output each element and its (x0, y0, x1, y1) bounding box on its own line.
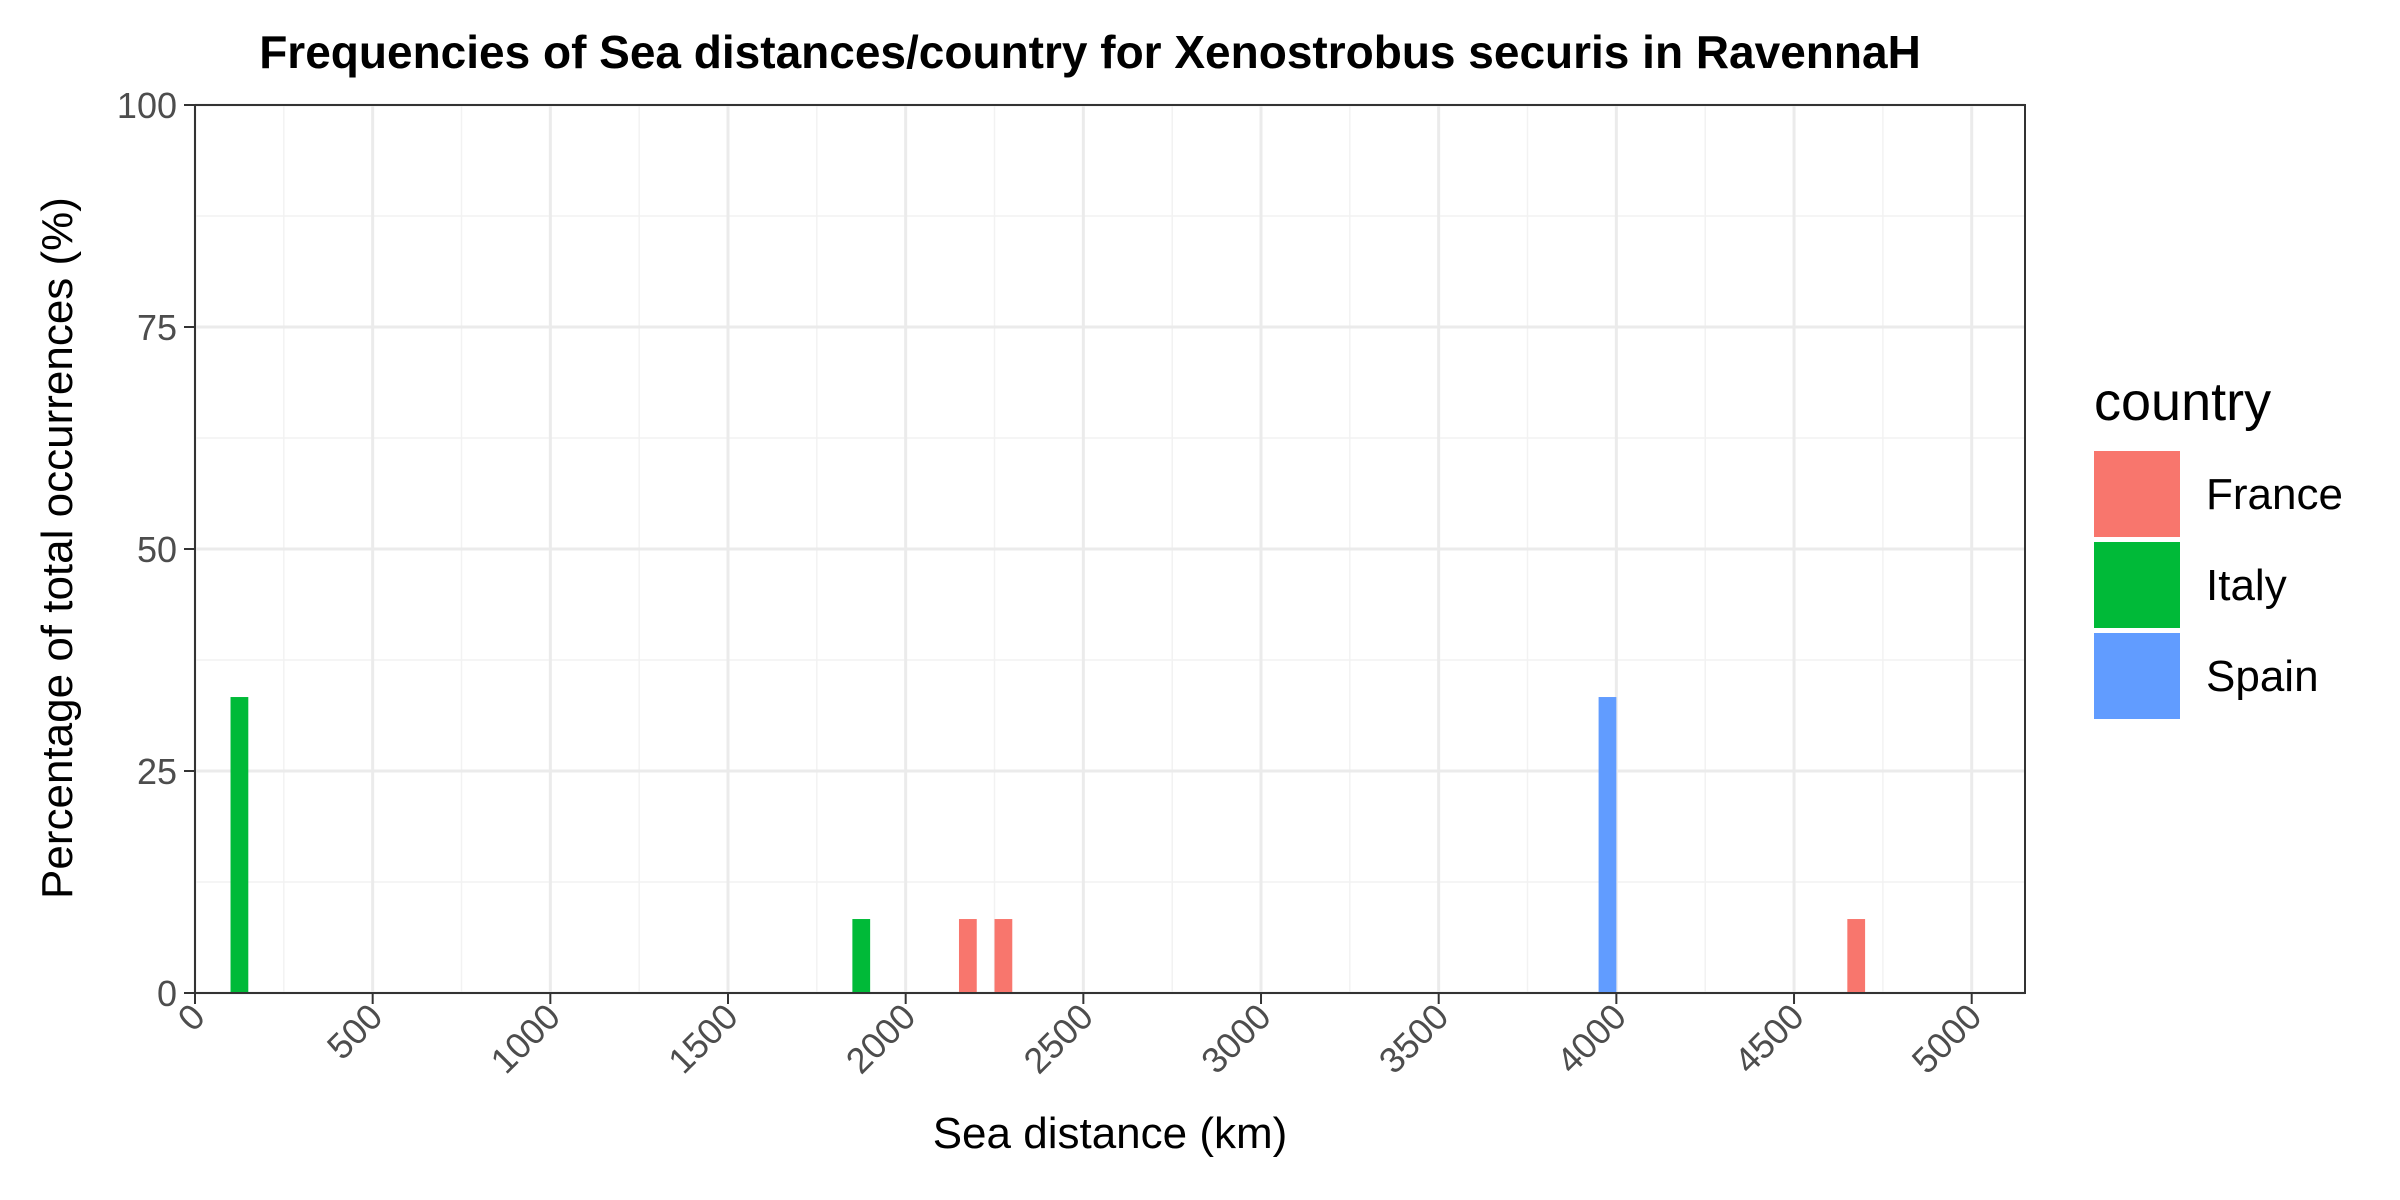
legend-title: country (2094, 372, 2271, 432)
grid-lines (193, 103, 2025, 995)
legend-label-italy: Italy (2206, 561, 2287, 610)
y-tick-label: 50 (137, 529, 177, 570)
legend-key-spain (2094, 633, 2180, 719)
y-axis-title: Percentage of total occurrences (%) (33, 197, 82, 899)
legend-key-france (2094, 451, 2180, 537)
plot-panel (193, 103, 2026, 995)
legend-label-france: France (2206, 470, 2343, 519)
bars (230, 697, 1866, 993)
y-axis: 0 25 50 75 100 (117, 85, 195, 1014)
legend-key-italy (2094, 542, 2180, 628)
bar-italy (852, 919, 871, 993)
legend-label-spain: Spain (2206, 652, 2319, 701)
y-tick-label: 25 (137, 751, 177, 792)
y-tick-label: 75 (137, 307, 177, 348)
bar-france (994, 919, 1013, 993)
bar-italy (230, 697, 249, 993)
y-tick-label: 0 (157, 973, 177, 1014)
bar-france (958, 919, 977, 993)
legend: country France Italy Spain (2094, 372, 2343, 719)
y-tick-label: 100 (117, 85, 177, 126)
legend-items: France Italy Spain (2094, 451, 2343, 719)
chart-title: Frequencies of Sea distances/country for… (259, 26, 1921, 78)
x-axis-title: Sea distance (km) (933, 1109, 1288, 1158)
bar-france (1847, 919, 1866, 993)
bar-spain (1598, 697, 1617, 993)
